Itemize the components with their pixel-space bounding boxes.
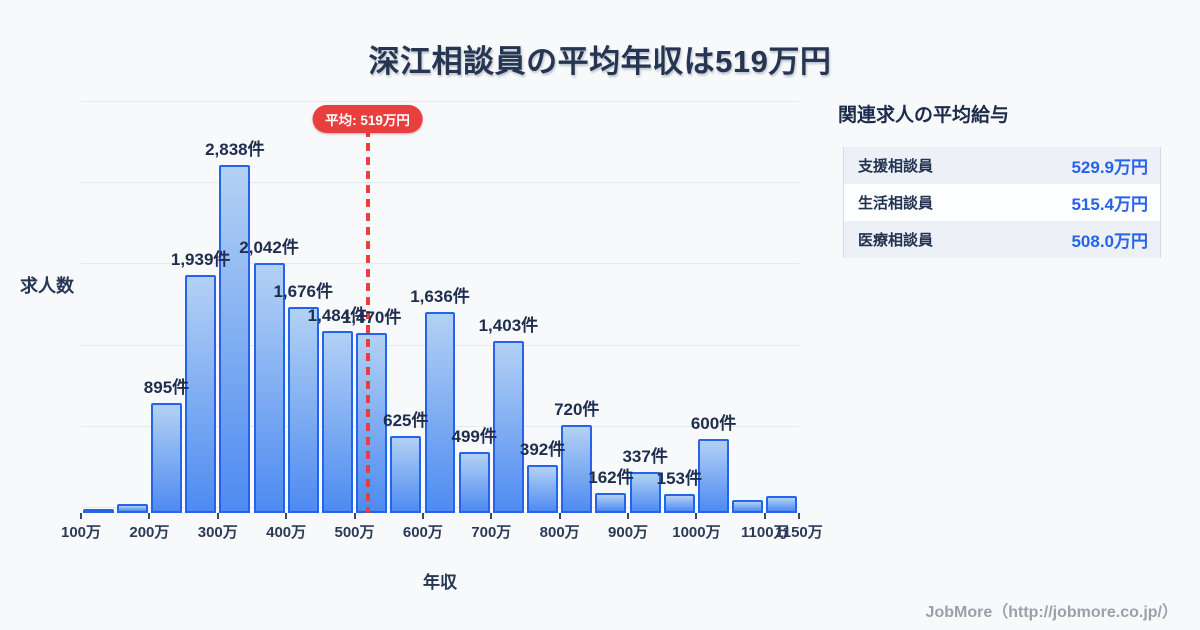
job-name: 医療相談員 (858, 232, 934, 249)
table-row: 支援相談員 529.9万円 (844, 147, 1160, 184)
bar-value-label: 392件 (519, 440, 566, 459)
y-axis-label: 求人数 (20, 276, 74, 296)
gridline (81, 182, 799, 184)
bar-value-label: 162件 (588, 468, 634, 487)
bar-value-label: 1,676件 (273, 282, 334, 301)
table-row: 医療相談員 508.0万円 (844, 221, 1160, 258)
histogram-plot-area: 895件 1,939件 2,838件 2,042件 1,676件 1,484件 1,470件… (61, 101, 823, 541)
bar-value-label: 1,636件 (410, 287, 470, 306)
histogram-bar (150, 403, 182, 513)
bar-value-label: 600件 (690, 414, 737, 433)
histogram-bar (663, 494, 695, 513)
histogram-bar (561, 425, 593, 513)
related-jobs-panel: 関連求人の平均給与 支援相談員 529.9万円生活相談員 515.4万円医療相談員 5… (838, 100, 1168, 258)
histogram-bar (629, 472, 661, 513)
job-average-salary: 515.4万円 (1071, 195, 1148, 214)
histogram-bar (492, 341, 524, 513)
bar-value-label: 337件 (622, 447, 668, 466)
histogram-bar (458, 452, 490, 513)
bar-value-label: 720件 (554, 400, 600, 419)
x-tick-mark (695, 513, 698, 519)
x-tick-mark (285, 513, 288, 519)
page-title: 深江相談員の平均年収は519万円 (368, 44, 832, 79)
x-tick-label: 1100万 (741, 524, 789, 541)
x-tick-mark (490, 513, 493, 519)
histogram-bar (321, 331, 353, 513)
histogram-bar (390, 436, 422, 513)
bar-value-label: 2,838件 (205, 140, 265, 159)
x-tick-mark (558, 513, 561, 519)
x-tick-label: 600万 (402, 524, 443, 541)
histogram-bar (527, 465, 559, 513)
job-average-salary: 508.0万円 (1071, 232, 1148, 251)
x-tick-label: 800万 (539, 524, 580, 541)
x-tick-mark (763, 513, 766, 519)
histogram-bar (595, 493, 627, 513)
histogram-bar (732, 500, 764, 513)
job-average-salary: 529.9万円 (1071, 158, 1148, 177)
gridline (81, 263, 799, 265)
x-tick-label: 500万 (334, 524, 375, 541)
histogram-bar (82, 509, 114, 513)
histogram-bar (287, 307, 319, 513)
histogram-bar (356, 333, 388, 513)
average-badge: 平均: 519万円 (312, 105, 423, 133)
histogram-bar (253, 263, 285, 513)
x-tick-mark (80, 513, 82, 519)
bar-value-label: 2,042件 (239, 238, 299, 257)
histogram-bar (698, 439, 729, 513)
bar-value-label: 1,939件 (170, 250, 231, 269)
histogram-bar (424, 312, 456, 513)
histogram-bar (219, 165, 251, 513)
x-tick-mark (798, 513, 800, 519)
related-jobs-table: 支援相談員 529.9万円生活相談員 515.4万円医療相談員 508.0万円 (843, 147, 1161, 258)
x-axis-label: 年収 (423, 573, 457, 592)
x-tick-mark (353, 513, 356, 519)
source-credit: JobMore（http://jobmore.co.jp/） (925, 604, 1178, 621)
x-tick-label: 200万 (129, 524, 170, 541)
bar-value-label: 499件 (451, 427, 497, 446)
bar-value-label: 1,470件 (341, 308, 402, 327)
job-name: 支援相談員 (858, 158, 934, 175)
x-tick-mark (216, 513, 219, 519)
x-tick-label: 1000万 (672, 524, 721, 541)
x-tick-label: 1150万 (775, 524, 823, 541)
job-name: 生活相談員 (858, 195, 934, 212)
bar-value-label: 1,403件 (478, 316, 539, 335)
related-jobs-heading: 関連求人の平均給与 (838, 105, 1010, 126)
x-tick-label: 400万 (266, 524, 307, 541)
histogram-bar (116, 504, 148, 513)
x-tick-label: 900万 (608, 524, 649, 541)
x-tick-mark (148, 513, 151, 519)
bar-value-label: 895件 (143, 378, 190, 397)
histogram-bar (766, 496, 798, 513)
x-tick-label: 300万 (197, 524, 238, 541)
x-tick-label: 700万 (471, 524, 512, 541)
histogram-bar (185, 275, 217, 513)
bar-value-label: 1,484件 (307, 306, 368, 325)
bar-value-label: 153件 (656, 469, 703, 488)
bar-value-label: 625件 (383, 411, 429, 430)
x-tick-mark (627, 513, 630, 519)
x-tick-label: 100万 (60, 524, 102, 541)
table-row: 生活相談員 515.4万円 (844, 184, 1160, 221)
gridline (81, 101, 799, 102)
x-tick-mark (421, 513, 424, 519)
average-dashed-line (365, 129, 370, 513)
